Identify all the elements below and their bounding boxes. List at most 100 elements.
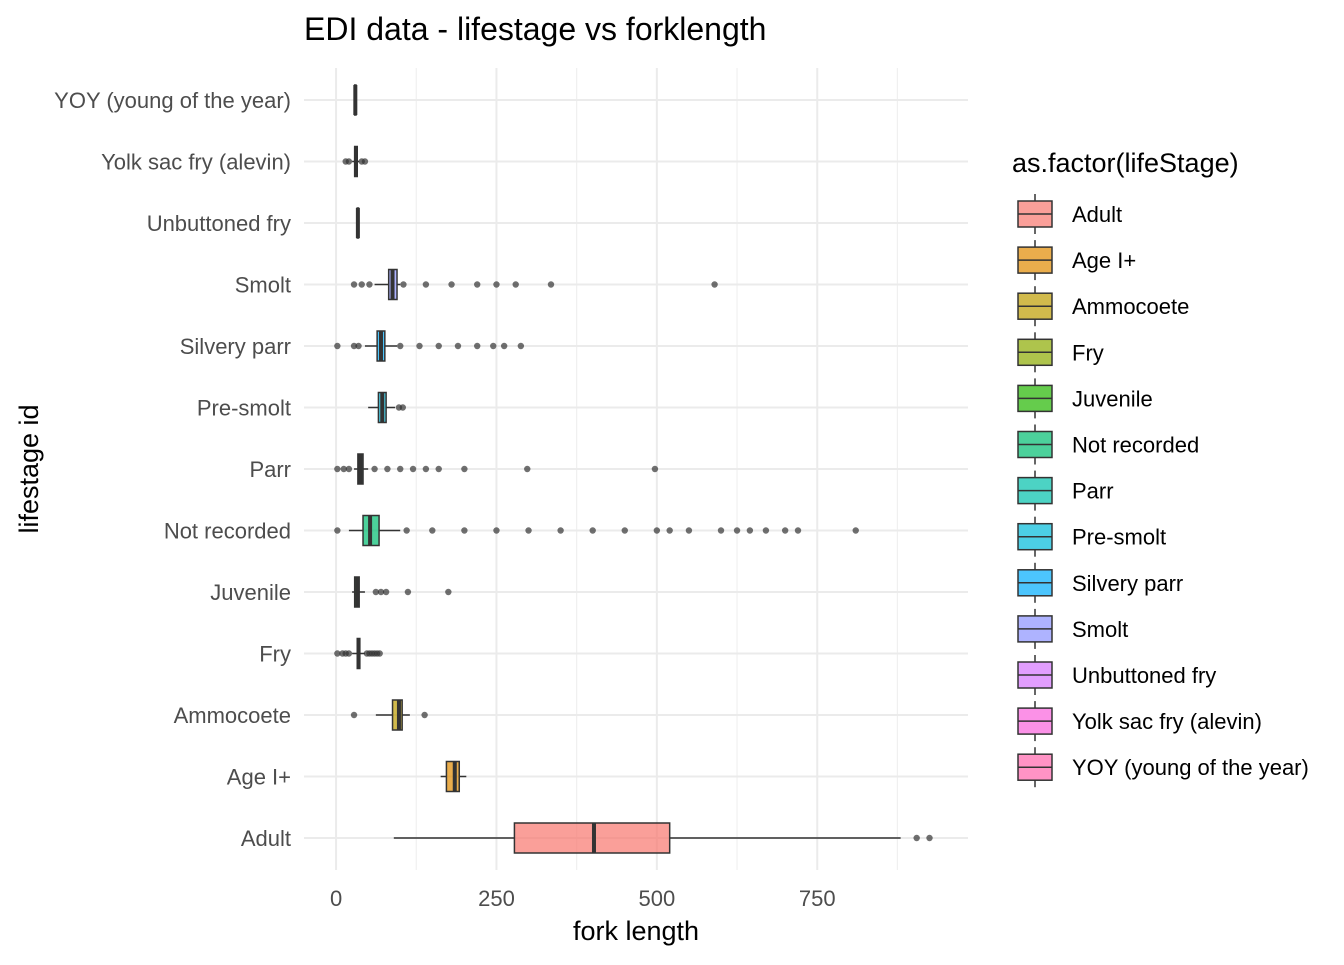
legend-item-smolt: Smolt	[1017, 608, 1128, 649]
x-tick-label: 750	[799, 886, 836, 911]
outlier-yolk-sac-fry-alevin	[361, 158, 369, 165]
outlier-silvery-parr	[517, 342, 525, 350]
outlier-smolt	[512, 281, 519, 288]
y-tick-label: YOY (young of the year)	[54, 88, 291, 113]
outlier-parr	[435, 465, 442, 473]
y-tick-label: Smolt	[235, 273, 291, 298]
y-tick-label: Adult	[241, 826, 291, 851]
outlier-juvenile	[404, 588, 412, 596]
outlier-smolt	[400, 281, 407, 288]
outlier-yolk-sac-fry-alevin	[345, 158, 353, 165]
legend-item-fry: Fry	[1017, 332, 1104, 373]
outlier-silvery-parr	[334, 342, 341, 350]
outlier-not-recorded	[717, 527, 725, 534]
outlier-silvery-parr	[454, 342, 462, 350]
chart-title: EDI data - lifestage vs forklength	[304, 11, 766, 47]
outlier-silvery-parr	[490, 342, 497, 350]
legend-label-smolt: Smolt	[1072, 617, 1128, 642]
outlier-fry	[376, 650, 383, 657]
box-not-recorded	[334, 514, 859, 547]
box-pre-smolt	[368, 391, 406, 424]
legend-item-silvery-parr: Silvery parr	[1017, 562, 1183, 603]
boxes	[334, 84, 933, 854]
outlier-smolt	[493, 281, 500, 288]
outlier-not-recorded	[653, 527, 661, 534]
y-axis: Adult Age I+ Ammocoete Fry Juvenile Not recor…	[54, 88, 291, 851]
outlier-adult	[913, 834, 920, 842]
outlier-not-recorded	[589, 527, 596, 534]
box-fry	[334, 637, 383, 670]
y-tick-label: Unbuttoned fry	[147, 211, 291, 236]
y-tick-label: Juvenile	[210, 580, 291, 605]
legend-label-yoy-young-of-the-year: YOY (young of the year)	[1072, 755, 1309, 780]
legend-item-pre-smolt: Pre-smolt	[1017, 516, 1166, 557]
outlier-parr	[422, 465, 430, 473]
outlier-juvenile	[377, 588, 385, 596]
legend-label-age-i: Age I+	[1072, 248, 1136, 273]
outlier-smolt	[711, 281, 718, 288]
legend-item-juvenile: Juvenile	[1017, 378, 1153, 419]
outlier-parr	[371, 465, 378, 473]
outlier-not-recorded	[733, 527, 741, 534]
outlier-not-recorded	[403, 527, 410, 534]
legend-label-fry: Fry	[1072, 340, 1104, 365]
outlier-not-recorded	[525, 527, 532, 534]
box-yolk-sac-fry-alevin	[342, 145, 369, 178]
outlier-juvenile	[372, 588, 380, 596]
legend-label-juvenile: Juvenile	[1072, 386, 1153, 411]
y-tick-label: Not recorded	[164, 519, 291, 544]
box-smolt	[350, 268, 718, 301]
x-axis-title: fork length	[573, 916, 699, 946]
outlier-juvenile	[445, 588, 452, 596]
outlier-not-recorded	[666, 527, 673, 534]
legend-item-age-i: Age I+	[1017, 240, 1136, 281]
outlier-smolt	[448, 281, 455, 288]
outlier-smolt	[358, 281, 365, 288]
outlier-not-recorded	[429, 527, 436, 534]
legend-label-parr: Parr	[1072, 479, 1114, 504]
outlier-smolt	[422, 281, 430, 288]
y-tick-label: Yolk sac fry (alevin)	[101, 150, 291, 175]
outlier-not-recorded	[746, 527, 754, 534]
outlier-smolt	[366, 281, 373, 288]
y-tick-label: Pre-smolt	[197, 396, 291, 421]
outlier-silvery-parr	[355, 342, 362, 350]
y-tick-label: Fry	[259, 642, 291, 667]
box-juvenile	[352, 576, 452, 608]
outlier-parr	[334, 465, 341, 473]
outlier-silvery-parr	[474, 342, 481, 350]
box-silvery-parr	[334, 330, 525, 362]
outlier-adult	[926, 834, 933, 842]
outlier-silvery-parr	[500, 342, 508, 350]
outlier-smolt	[474, 281, 481, 288]
outlier-smolt	[350, 281, 358, 288]
outlier-not-recorded	[685, 527, 693, 534]
outlier-not-recorded	[334, 527, 341, 534]
legend-title: as.factor(lifeStage)	[1012, 148, 1239, 178]
outlier-silvery-parr	[397, 342, 404, 350]
box-parr	[334, 453, 659, 485]
y-tick-label: Ammocoete	[174, 703, 291, 728]
outlier-silvery-parr	[416, 342, 423, 350]
box-age-i	[440, 760, 467, 793]
outlier-not-recorded	[557, 527, 564, 534]
outlier-not-recorded	[852, 527, 859, 534]
outlier-juvenile	[382, 588, 390, 596]
legend-label-unbuttoned-fry: Unbuttoned fry	[1072, 663, 1216, 688]
y-tick-label: Parr	[249, 457, 291, 482]
box-adult	[393, 822, 933, 854]
outlier-not-recorded	[762, 527, 770, 534]
box-unbuttoned-fry	[355, 207, 360, 239]
legend-label-adult: Adult	[1072, 202, 1122, 227]
x-tick-label: 500	[638, 886, 675, 911]
box-ammocoete	[350, 699, 428, 731]
outlier-fry	[345, 650, 353, 657]
outlier-not-recorded	[461, 527, 468, 534]
legend-label-not-recorded: Not recorded	[1072, 433, 1199, 458]
outlier-not-recorded	[493, 527, 500, 534]
outlier-ammocoete	[350, 711, 358, 719]
outlier-ammocoete	[421, 711, 428, 719]
legend-label-silvery-parr: Silvery parr	[1072, 571, 1183, 596]
outlier-parr	[340, 465, 347, 473]
